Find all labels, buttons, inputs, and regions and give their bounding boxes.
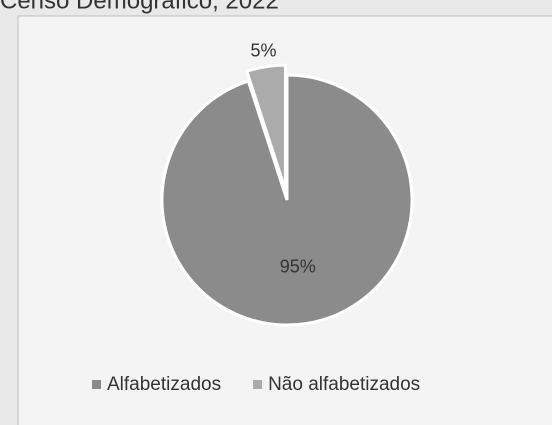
data-label: 95% [280,257,316,277]
legend-label: Alfabetizados [107,374,221,395]
legend-label: Não alfabetizados [268,374,420,395]
pie-slice [160,73,414,327]
legend-swatch [253,380,263,389]
legend-swatch [92,380,101,389]
chart-title: Censo Demográfico, 2022 [0,0,279,14]
pie-slice [244,63,287,191]
data-label: 5% [251,41,277,61]
